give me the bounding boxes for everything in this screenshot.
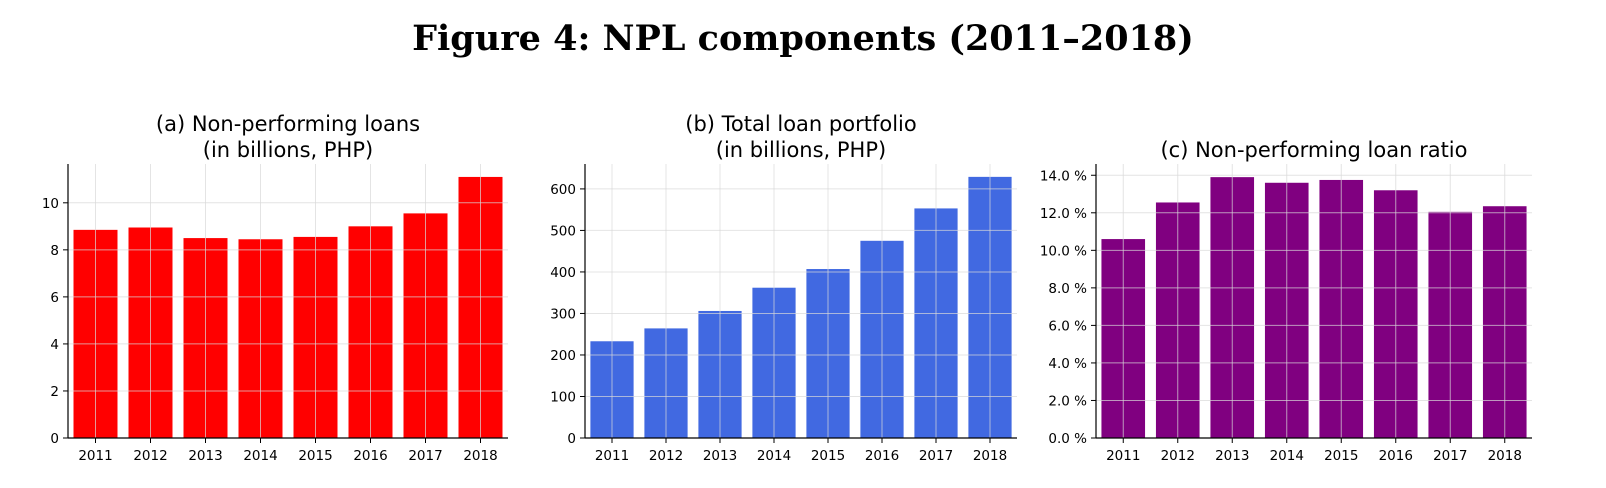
x-tick-label: 2018 xyxy=(973,448,1007,464)
x-tick-label: 2018 xyxy=(1488,448,1522,464)
x-tick-label: 2017 xyxy=(1433,448,1467,464)
y-tick-label: 600 xyxy=(550,182,576,198)
y-tick-label: 4 xyxy=(50,337,59,353)
x-tick-label: 2013 xyxy=(188,448,222,464)
x-tick-label: 2011 xyxy=(1106,448,1140,464)
chart-title: (c) Non-performing loan ratio xyxy=(1160,138,1467,162)
x-tick-label: 2011 xyxy=(595,448,629,464)
x-tick-label: 2014 xyxy=(1270,448,1304,464)
chart-subtitle: (in billions, PHP) xyxy=(716,138,886,162)
chart-panel-1: (a) Non-performing loans(in billions, PH… xyxy=(42,112,508,464)
y-tick-label: 0.0 % xyxy=(1048,431,1087,447)
y-tick-label: 0 xyxy=(50,431,59,447)
x-tick-label: 2013 xyxy=(1215,448,1249,464)
x-tick-label: 2012 xyxy=(1161,448,1195,464)
x-tick-label: 2015 xyxy=(1324,448,1358,464)
x-tick-label: 2017 xyxy=(919,448,953,464)
chart-subtitle: (in billions, PHP) xyxy=(203,138,373,162)
x-tick-label: 2016 xyxy=(865,448,899,464)
chart-panel-2: (b) Total loan portfolio(in billions, PH… xyxy=(550,112,1017,464)
x-tick-label: 2015 xyxy=(298,448,332,464)
x-tick-label: 2016 xyxy=(353,448,387,464)
y-tick-label: 10.0 % xyxy=(1040,243,1087,259)
y-tick-label: 500 xyxy=(550,223,576,239)
chart-title: (a) Non-performing loans xyxy=(156,112,420,136)
x-tick-label: 2014 xyxy=(243,448,277,464)
x-tick-label: 2015 xyxy=(811,448,845,464)
x-tick-label: 2014 xyxy=(757,448,791,464)
y-tick-label: 2 xyxy=(50,384,59,400)
chart-title: (b) Total loan portfolio xyxy=(685,112,916,136)
y-tick-label: 6 xyxy=(50,290,59,306)
y-tick-label: 10 xyxy=(42,196,59,212)
y-tick-label: 8.0 % xyxy=(1048,281,1087,297)
y-tick-label: 14.0 % xyxy=(1040,168,1087,184)
y-tick-label: 4.0 % xyxy=(1048,356,1087,372)
y-tick-label: 400 xyxy=(550,265,576,281)
x-tick-label: 2016 xyxy=(1379,448,1413,464)
y-tick-label: 0 xyxy=(567,431,576,447)
y-tick-label: 6.0 % xyxy=(1048,318,1087,334)
x-tick-label: 2012 xyxy=(649,448,683,464)
y-tick-label: 2.0 % xyxy=(1048,393,1087,409)
figure-title: Figure 4: NPL components (2011–2018) xyxy=(412,18,1194,59)
chart-panel-3: (c) Non-performing loan ratio 0.0 % 2.0 % 4… xyxy=(1040,138,1532,464)
y-tick-label: 200 xyxy=(550,348,576,364)
y-tick-label: 8 xyxy=(50,243,59,259)
x-tick-label: 2011 xyxy=(78,448,112,464)
y-tick-label: 100 xyxy=(550,389,576,405)
y-tick-label: 12.0 % xyxy=(1040,206,1087,222)
y-tick-label: 300 xyxy=(550,306,576,322)
x-tick-label: 2018 xyxy=(463,448,497,464)
x-tick-label: 2017 xyxy=(408,448,442,464)
x-tick-label: 2012 xyxy=(133,448,167,464)
x-tick-label: 2013 xyxy=(703,448,737,464)
